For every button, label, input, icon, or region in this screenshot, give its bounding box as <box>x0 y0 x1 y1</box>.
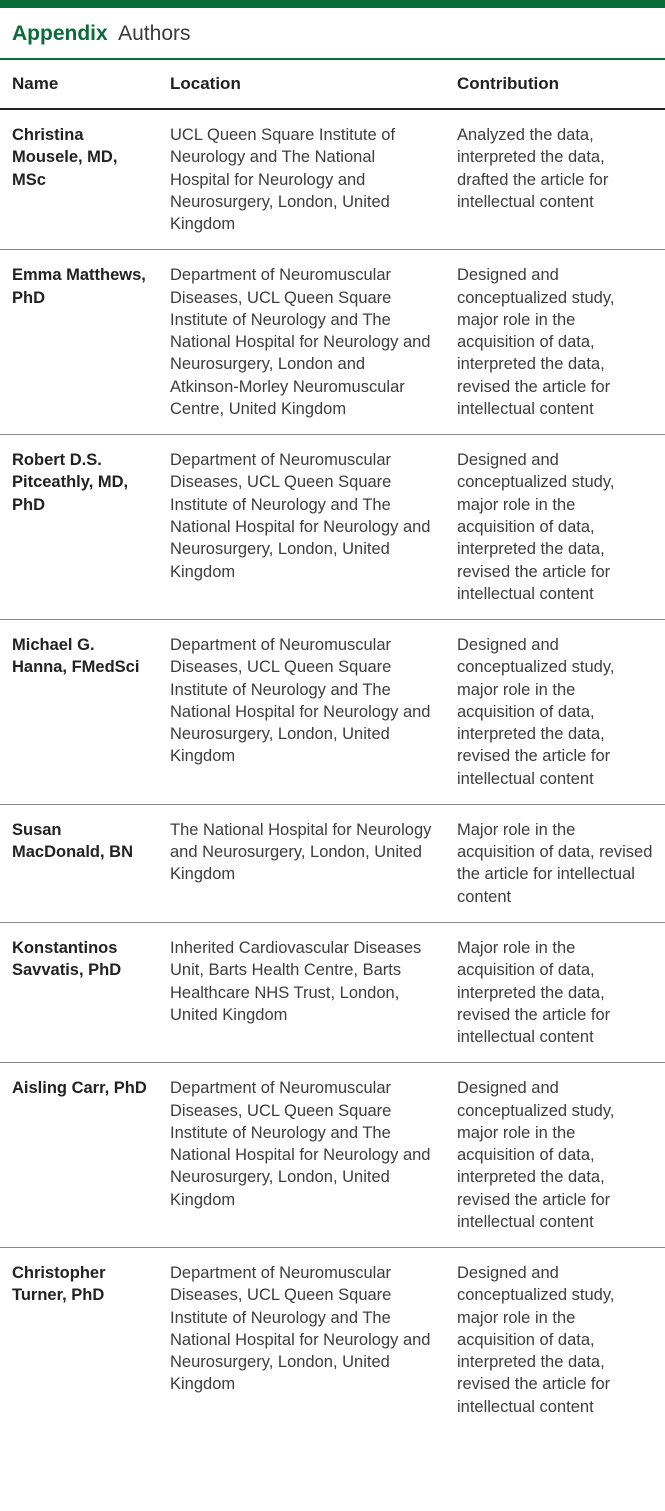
author-contribution: Major role in the acquisition of data, r… <box>445 804 665 922</box>
author-location: Department of Neuromuscular Diseases, UC… <box>158 250 445 435</box>
author-location: Department of Neuromuscular Diseases, UC… <box>158 1063 445 1248</box>
table-row: Michael G. Hanna, FMedSci Department of … <box>0 620 665 805</box>
author-location: Department of Neuromuscular Diseases, UC… <box>158 435 445 620</box>
table-row: Konstantinos Savvatis, PhD Inherited Car… <box>0 922 665 1062</box>
table-row: Christina Mousele, MD, MSc UCL Queen Squ… <box>0 109 665 250</box>
author-contribution: Designed and conceptualized study, major… <box>445 1248 665 1432</box>
table-row: Susan MacDonald, BN The National Hospita… <box>0 804 665 922</box>
author-name: Konstantinos Savvatis, PhD <box>0 922 158 1062</box>
author-name: Christina Mousele, MD, MSc <box>0 109 158 250</box>
top-accent-bar <box>0 0 665 8</box>
col-header-name: Name <box>0 60 158 109</box>
author-name: Aisling Carr, PhD <box>0 1063 158 1248</box>
table-header-row: Name Location Contribution <box>0 60 665 109</box>
table-row: Christopher Turner, PhD Department of Ne… <box>0 1248 665 1432</box>
author-name: Emma Matthews, PhD <box>0 250 158 435</box>
author-contribution: Designed and conceptualized study, major… <box>445 620 665 805</box>
author-location: Inherited Cardiovascular Diseases Unit, … <box>158 922 445 1062</box>
author-location: The National Hospital for Neurology and … <box>158 804 445 922</box>
author-name: Robert D.S. Pitceathly, MD, PhD <box>0 435 158 620</box>
col-header-contribution: Contribution <box>445 60 665 109</box>
table-row: Robert D.S. Pitceathly, MD, PhD Departme… <box>0 435 665 620</box>
table-row: Emma Matthews, PhD Department of Neuromu… <box>0 250 665 435</box>
author-location: Department of Neuromuscular Diseases, UC… <box>158 1248 445 1432</box>
author-contribution: Designed and conceptualized study, major… <box>445 250 665 435</box>
author-location: UCL Queen Square Institute of Neurology … <box>158 109 445 250</box>
author-contribution: Designed and conceptualized study, major… <box>445 1063 665 1248</box>
appendix-title-row: Appendix Authors <box>0 8 665 60</box>
appendix-label: Appendix <box>12 22 108 45</box>
author-name: Susan MacDonald, BN <box>0 804 158 922</box>
authors-table: Name Location Contribution Christina Mou… <box>0 60 665 1432</box>
col-header-location: Location <box>158 60 445 109</box>
appendix-table-container: Appendix Authors Name Location Contribut… <box>0 0 665 1432</box>
author-name: Christopher Turner, PhD <box>0 1248 158 1432</box>
author-contribution: Analyzed the data, interpreted the data,… <box>445 109 665 250</box>
author-name: Michael G. Hanna, FMedSci <box>0 620 158 805</box>
appendix-subtitle: Authors <box>118 22 190 45</box>
author-location: Department of Neuromuscular Diseases, UC… <box>158 620 445 805</box>
author-contribution: Designed and conceptualized study, major… <box>445 435 665 620</box>
author-contribution: Major role in the acquisition of data, i… <box>445 922 665 1062</box>
table-row: Aisling Carr, PhD Department of Neuromus… <box>0 1063 665 1248</box>
